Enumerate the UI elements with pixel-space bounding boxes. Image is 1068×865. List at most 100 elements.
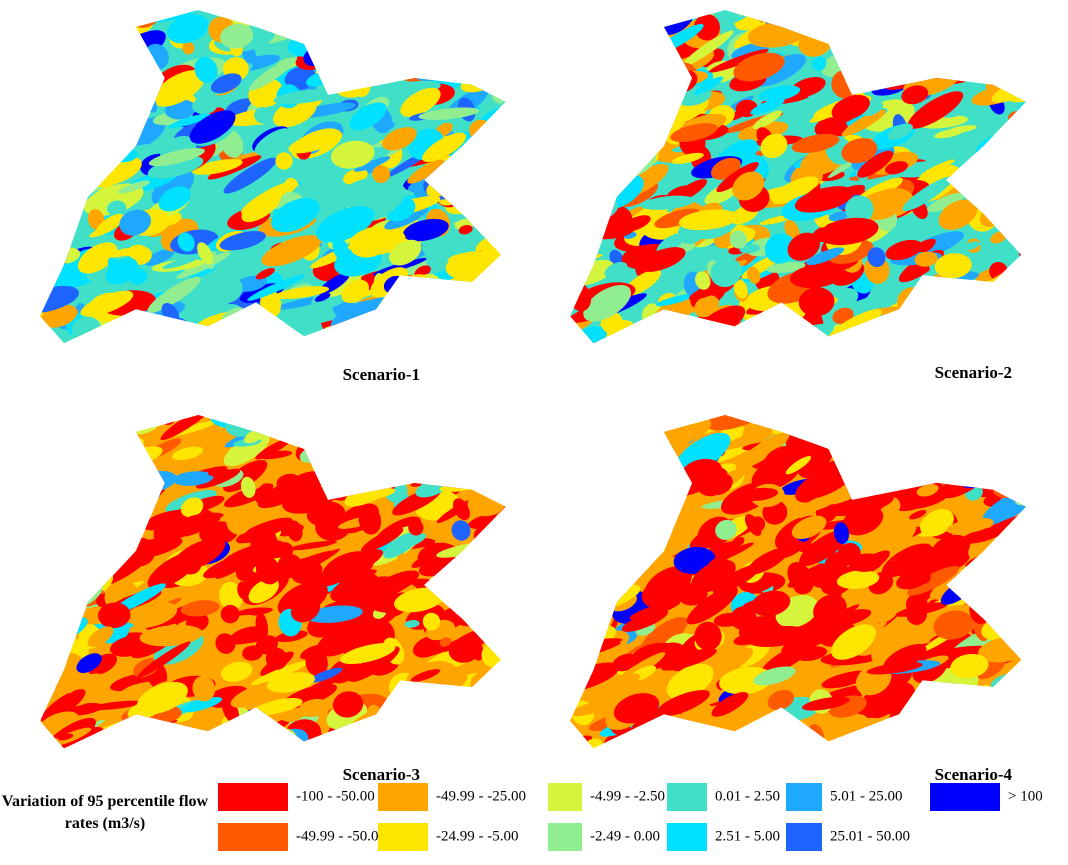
map-patch — [69, 444, 107, 456]
map-patch — [1019, 574, 1026, 584]
legend-label: -24.99 - -5.00 — [436, 828, 519, 844]
map-patch — [876, 518, 917, 549]
map-patch — [573, 154, 597, 169]
map-patch — [194, 56, 218, 84]
map-patch — [409, 696, 434, 719]
map-patch — [172, 538, 226, 572]
map-patch — [40, 441, 79, 465]
map-patch — [60, 29, 99, 58]
map-patch — [906, 431, 920, 449]
map-patch — [806, 247, 845, 266]
map-patch — [590, 511, 624, 538]
map-patch — [404, 22, 421, 42]
map-patch — [103, 443, 124, 468]
map-patch — [707, 473, 733, 496]
map-patch — [420, 26, 455, 57]
map-patch — [500, 694, 506, 715]
map-patch — [902, 176, 953, 212]
map-patch — [415, 27, 440, 44]
map-patch — [140, 738, 173, 749]
map-patch — [255, 10, 272, 15]
map-patch — [435, 33, 487, 66]
map-patch — [616, 485, 669, 500]
map-patch — [91, 490, 116, 507]
map-patch — [382, 121, 395, 130]
map-patch — [787, 232, 820, 261]
map-patch — [819, 10, 836, 18]
map-patch — [570, 39, 599, 54]
map-patch — [962, 241, 981, 251]
map-patch — [446, 717, 482, 746]
legend-swatch — [667, 783, 707, 811]
map-patch — [737, 609, 752, 632]
legend-title: Variation of 95 percentile flow rates (m3… — [2, 793, 209, 832]
map-patch — [570, 72, 608, 93]
map-patch — [570, 123, 625, 155]
map-patch — [962, 474, 1008, 489]
map-patch — [489, 20, 506, 49]
map-patch — [630, 515, 650, 535]
map-panel — [570, 10, 1026, 344]
map-patch — [923, 38, 938, 67]
map-patch — [180, 497, 204, 518]
map-patch — [582, 525, 621, 537]
map-patch — [950, 695, 973, 717]
map-patch — [623, 427, 673, 451]
legend-swatch — [218, 823, 288, 851]
map-patch — [487, 711, 506, 727]
legend-label: -49.99 - -25.00 — [436, 788, 526, 804]
map-patch — [618, 55, 680, 84]
map-patch — [753, 666, 796, 686]
map-patch — [68, 161, 102, 185]
map-patch — [329, 24, 348, 34]
map-patch — [925, 446, 973, 468]
map-patch — [690, 559, 736, 593]
map-patch — [907, 91, 964, 129]
map-patch — [481, 22, 502, 39]
map-patch — [655, 293, 695, 307]
map-patch — [288, 130, 343, 154]
map-patch — [448, 581, 496, 607]
map-patch — [428, 442, 469, 460]
map-patch — [577, 599, 607, 627]
map-patch — [648, 119, 668, 138]
map-patch — [606, 471, 659, 507]
scenario-label: Scenario-1 — [343, 365, 420, 384]
map-patch — [258, 450, 293, 460]
map-patch — [584, 738, 603, 749]
map-patch — [385, 442, 428, 475]
map-patch — [503, 10, 506, 37]
map-patch — [85, 513, 116, 539]
map-patch — [305, 35, 348, 53]
map-patch — [482, 67, 506, 90]
map-patch — [808, 335, 842, 344]
map-patch — [207, 468, 230, 476]
map-patch — [490, 461, 504, 471]
map-patch — [844, 10, 893, 31]
map-patch — [647, 720, 680, 744]
map-patch — [333, 549, 384, 579]
map-patch — [997, 419, 1026, 449]
map-patch — [114, 724, 151, 749]
map-patch — [1011, 331, 1026, 344]
map-patch — [435, 49, 466, 74]
map-patch — [885, 239, 923, 261]
map-patch — [60, 11, 85, 25]
map-patch — [499, 73, 506, 84]
map-patch — [248, 578, 279, 604]
map-patch — [62, 451, 114, 472]
map-patch — [638, 730, 686, 749]
map-patch — [382, 127, 417, 151]
map-patch — [195, 468, 241, 489]
map-patch — [570, 604, 593, 623]
map-patch — [857, 150, 894, 178]
map-patch — [183, 517, 221, 537]
map-patch — [491, 573, 506, 596]
map-patch — [40, 73, 81, 100]
map-patch — [641, 616, 688, 653]
map-patch — [570, 415, 589, 426]
map-patch — [996, 466, 1026, 493]
map-patch — [43, 99, 74, 112]
map-patch — [768, 322, 790, 338]
map-patch — [107, 509, 126, 530]
